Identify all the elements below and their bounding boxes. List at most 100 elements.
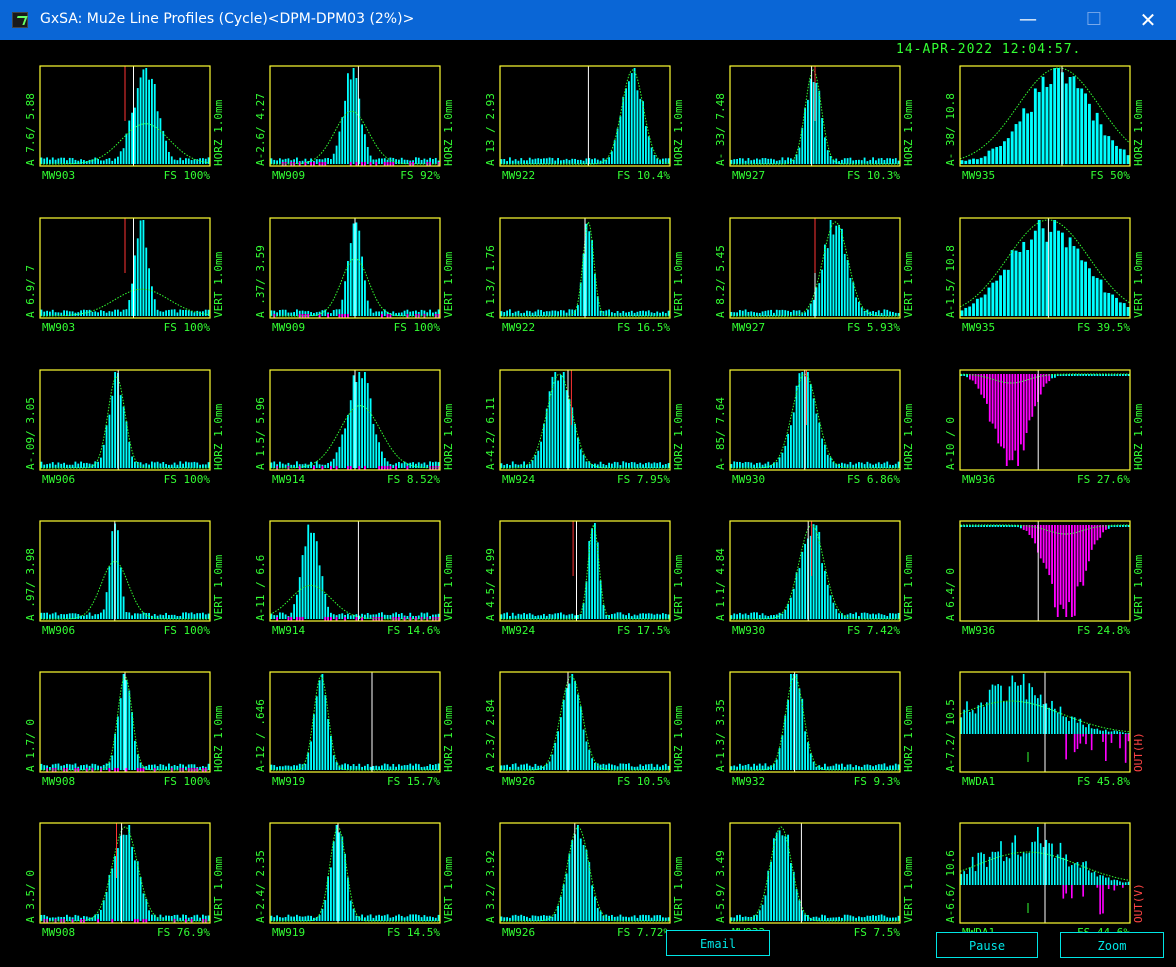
full-scale-label: FS 50% <box>1090 169 1130 182</box>
profile-bar <box>1128 882 1130 885</box>
close-button[interactable]: ✕ <box>1120 0 1176 40</box>
profile-bar <box>895 764 897 770</box>
profile-bar <box>390 615 392 619</box>
profile-bar <box>344 428 346 468</box>
full-scale-label: FS 7.42% <box>847 624 900 637</box>
profile-bar <box>869 160 871 164</box>
profile-bar <box>69 613 71 619</box>
profile-bar <box>501 463 503 468</box>
profile-bar <box>833 462 835 468</box>
profile-bar <box>659 462 661 468</box>
profile-bar <box>140 462 142 468</box>
profile-bar <box>810 384 812 468</box>
profile-bar <box>1061 233 1064 316</box>
profile-bar <box>841 463 843 468</box>
profile-bar <box>773 159 775 164</box>
profile-bar <box>134 741 136 770</box>
profile-bar <box>1091 525 1093 550</box>
profile-bar <box>637 767 639 770</box>
profile-bar <box>86 615 88 619</box>
profile-bar <box>1037 698 1039 734</box>
profile-bar <box>668 311 670 316</box>
profile-bar <box>1123 149 1126 164</box>
profile-bar <box>852 282 854 316</box>
profile-bar <box>889 312 891 316</box>
profile-bar <box>1034 695 1036 734</box>
profile-bar <box>1088 724 1090 734</box>
profile-bar <box>520 915 522 921</box>
minimize-button[interactable]: — <box>1000 0 1056 40</box>
profile-bar <box>875 464 877 468</box>
pause-button[interactable]: Pause <box>936 932 1038 958</box>
profile-bar <box>188 613 190 619</box>
amplitude-label: A 1.3/ 1.76 <box>484 245 497 318</box>
profile-bar <box>782 735 784 770</box>
profile-bar <box>137 88 139 164</box>
profile-bar <box>100 910 102 921</box>
profile-bar <box>980 298 983 316</box>
profile-bar <box>114 310 116 316</box>
profile-bar <box>818 283 820 316</box>
profile-bar <box>569 160 571 164</box>
profile-bar <box>1111 295 1114 316</box>
profile-bar <box>1006 701 1008 734</box>
profile-bar <box>324 310 326 316</box>
profile-bar <box>537 615 539 619</box>
profile-bar <box>844 915 846 921</box>
profile-bar <box>160 764 162 770</box>
profile-bar <box>569 614 571 619</box>
profile-bar <box>739 613 741 619</box>
profile-bar <box>103 160 105 164</box>
profile-bar <box>120 698 122 770</box>
profile-bar <box>60 464 62 468</box>
profile-bar <box>271 158 273 164</box>
fit-curve <box>730 827 900 921</box>
maximize-button[interactable]: ☐ <box>1066 0 1122 40</box>
profile-bar <box>886 462 888 468</box>
profile-bar <box>424 159 426 164</box>
profile-bar <box>196 311 198 316</box>
profile-bar <box>208 462 210 468</box>
profile-bar <box>968 160 971 164</box>
email-button[interactable]: Email <box>666 930 770 956</box>
amplitude-label: A 1.5/ 5.96 <box>254 397 267 470</box>
profile-bar <box>1023 374 1025 450</box>
profile-bar <box>333 841 335 921</box>
profile-bar <box>143 893 145 921</box>
profile-bar <box>407 466 409 470</box>
profile-bar <box>1022 108 1025 164</box>
profile-bar <box>1125 882 1127 885</box>
zoom-button[interactable]: Zoom <box>1060 932 1164 958</box>
amplitude-label: A 1.1/ 4.84 <box>714 548 727 621</box>
profile-bar <box>639 311 641 316</box>
profile-bar <box>103 609 105 619</box>
